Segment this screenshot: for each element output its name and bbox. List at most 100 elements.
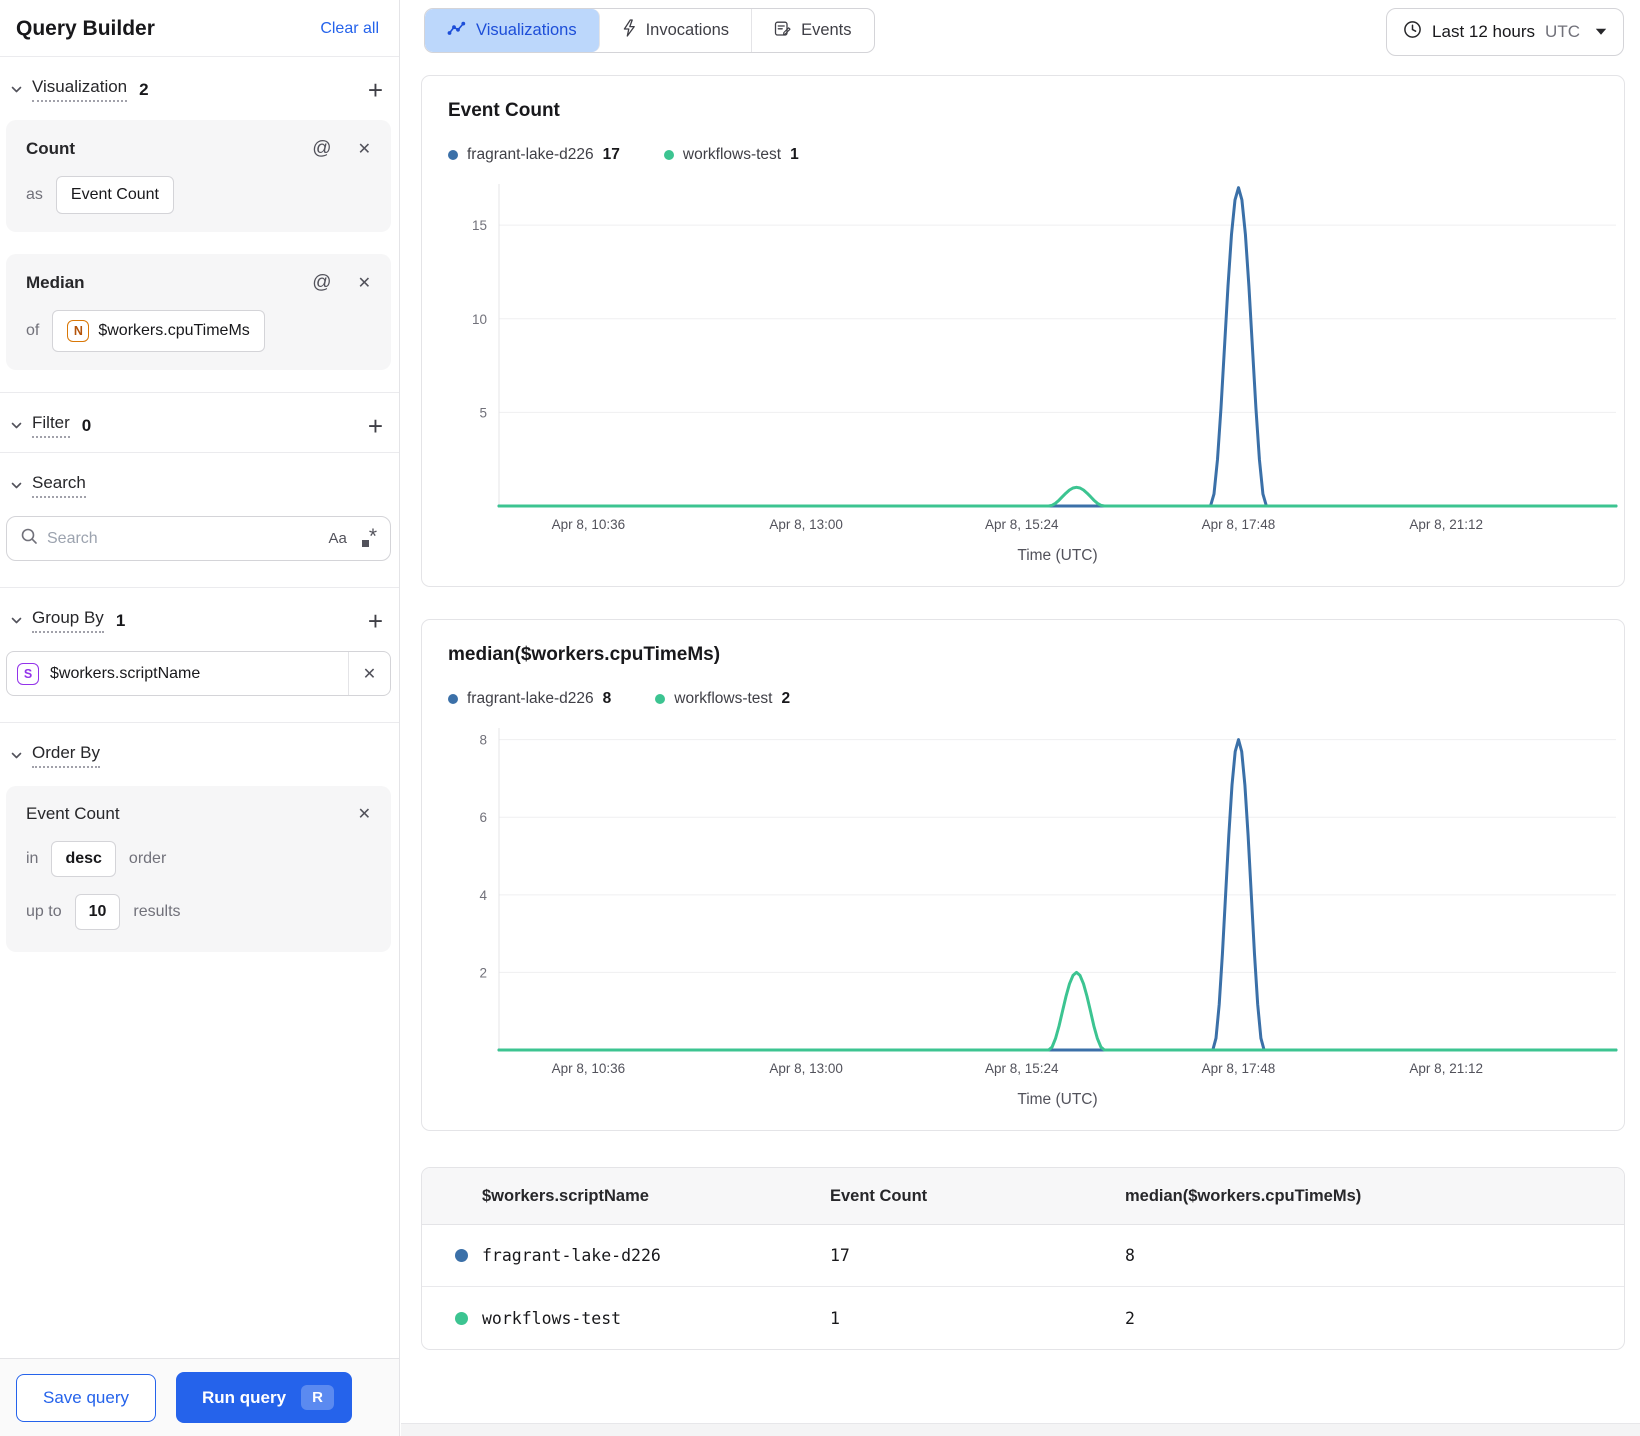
legend-item[interactable]: fragrant-lake-d226 8 bbox=[448, 690, 611, 708]
add-group-by-button[interactable]: + bbox=[367, 605, 383, 636]
time-zone-label: UTC bbox=[1545, 22, 1580, 41]
results-table: $workers.scriptName Event Count median($… bbox=[421, 1167, 1625, 1350]
query-builder-sidebar: Query Builder Clear all Visualization 2 … bbox=[0, 0, 400, 1436]
table-row[interactable]: fragrant-lake-d226 17 8 bbox=[422, 1225, 1624, 1287]
chevron-down-icon[interactable] bbox=[10, 749, 23, 762]
regex-toggle-icon[interactable]: * bbox=[361, 526, 377, 547]
chevron-down-icon[interactable] bbox=[10, 479, 23, 492]
svg-text:Apr 8, 15:24: Apr 8, 15:24 bbox=[985, 1061, 1059, 1076]
mention-icon[interactable]: @ bbox=[312, 138, 332, 159]
chevron-down-icon[interactable] bbox=[10, 83, 23, 96]
run-query-label: Run query bbox=[202, 1387, 287, 1407]
median-field-selector[interactable]: N $workers.cpuTimeMs bbox=[52, 310, 265, 352]
result-limit-input[interactable]: 10 bbox=[74, 894, 121, 930]
median-card-title: Median bbox=[26, 273, 85, 292]
as-label: as bbox=[26, 186, 43, 203]
event-note-icon bbox=[774, 20, 791, 42]
tab-invocations[interactable]: Invocations bbox=[600, 9, 753, 52]
divider bbox=[0, 722, 399, 723]
sort-direction-selector[interactable]: desc bbox=[51, 841, 116, 877]
svg-text:2: 2 bbox=[479, 965, 487, 980]
sidebar-footer: Save query Run query R bbox=[0, 1358, 399, 1436]
visualization-section-header: Visualization 2 + bbox=[0, 57, 399, 116]
run-query-button[interactable]: Run query R bbox=[176, 1372, 352, 1423]
visualization-section-label[interactable]: Visualization bbox=[32, 77, 128, 102]
event-count-cell: 17 bbox=[830, 1246, 850, 1265]
table-row[interactable]: workflows-test 1 2 bbox=[422, 1287, 1624, 1349]
legend-series-name: fragrant-lake-d226 bbox=[467, 690, 594, 707]
divider bbox=[0, 56, 399, 57]
group-by-section-header: Group By 1 + bbox=[0, 588, 399, 647]
results-label: results bbox=[133, 903, 181, 920]
view-tabs: Visualizations Invocations Events bbox=[424, 8, 875, 53]
search-section-label[interactable]: Search bbox=[32, 473, 86, 498]
column-header-event-count: Event Count bbox=[830, 1186, 928, 1205]
median-field-value: $workers.cpuTimeMs bbox=[98, 322, 250, 339]
remove-median-button close-icon[interactable]: ✕ bbox=[357, 275, 371, 292]
chart-title: median($workers.cpuTimeMs) bbox=[448, 644, 721, 665]
tab-label: Visualizations bbox=[476, 21, 577, 39]
event-count-line-chart[interactable]: 5 10 15 Apr 8, 10:36 Apr 8, 13:00 Apr 8, 15:2… bbox=[448, 176, 1628, 568]
clock-icon bbox=[1403, 20, 1422, 44]
svg-text:4: 4 bbox=[479, 888, 487, 903]
remove-count-button close-icon[interactable]: ✕ bbox=[357, 141, 371, 158]
series-color-dot bbox=[663, 150, 674, 160]
event-count-chart-card: Event Count fragrant-lake-d226 17 workfl… bbox=[421, 75, 1625, 587]
match-case-toggle[interactable]: Aa bbox=[328, 530, 347, 547]
mention-icon[interactable]: @ bbox=[312, 272, 332, 293]
page-bottom-band bbox=[401, 1423, 1640, 1436]
group-by-section-label[interactable]: Group By bbox=[32, 608, 104, 633]
chevron-down-icon[interactable] bbox=[10, 614, 23, 627]
chevron-down-icon bbox=[1595, 28, 1607, 36]
count-card-title: Count bbox=[26, 139, 76, 158]
legend-item[interactable]: workflows-test 1 bbox=[663, 146, 799, 164]
time-range-label: Last 12 hours bbox=[1432, 22, 1536, 41]
median-visualization-card: Median @ ✕ of N $workers.cpuTimeMs bbox=[6, 254, 391, 370]
order-by-field: Event Count bbox=[26, 804, 120, 823]
median-cpu-time-line-chart[interactable]: 2 4 6 8 Apr 8, 10:36 Apr 8, 13:00 Apr 8, 15:24… bbox=[448, 720, 1628, 1112]
chart-legend: fragrant-lake-d226 17 workflows-test 1 bbox=[448, 146, 1598, 164]
chevron-down-icon[interactable] bbox=[10, 419, 23, 432]
add-visualization-button[interactable]: + bbox=[367, 74, 383, 105]
tab-label: Invocations bbox=[645, 21, 730, 39]
order-by-section-label[interactable]: Order By bbox=[32, 743, 101, 768]
count-alias-input[interactable]: Event Count bbox=[55, 176, 174, 214]
script-name-cell: fragrant-lake-d226 bbox=[482, 1246, 661, 1265]
search-section-header: Search bbox=[0, 453, 399, 512]
legend-series-value: 17 bbox=[602, 146, 620, 163]
line-chart-icon bbox=[447, 21, 466, 41]
filter-section-label[interactable]: Filter bbox=[32, 413, 70, 438]
search-box: Aa * bbox=[6, 516, 391, 561]
time-range-picker[interactable]: Last 12 hours UTC bbox=[1386, 8, 1624, 56]
legend-item[interactable]: workflows-test 2 bbox=[655, 690, 790, 708]
tab-visualizations[interactable]: Visualizations bbox=[425, 9, 600, 52]
visualization-count: 2 bbox=[139, 79, 149, 99]
regex-square bbox=[361, 540, 369, 547]
series-color-dot bbox=[448, 694, 458, 704]
median-chart-card: median($workers.cpuTimeMs) fragrant-lake… bbox=[421, 619, 1625, 1131]
save-query-button[interactable]: Save query bbox=[16, 1373, 156, 1422]
tab-events[interactable]: Events bbox=[752, 9, 873, 52]
svg-text:15: 15 bbox=[472, 218, 487, 233]
search-input[interactable] bbox=[47, 529, 320, 548]
group-by-field-row[interactable]: S $workers.scriptName ✕ bbox=[6, 651, 391, 696]
svg-text:Apr 8, 10:36: Apr 8, 10:36 bbox=[552, 517, 626, 532]
order-by-card: Event Count ✕ in desc order up to 10 res… bbox=[6, 786, 391, 952]
number-type-icon: N bbox=[67, 320, 90, 342]
add-filter-button[interactable]: + bbox=[367, 410, 383, 441]
legend-item[interactable]: fragrant-lake-d226 17 bbox=[448, 146, 620, 164]
median-cell: 8 bbox=[1125, 1246, 1135, 1265]
remove-order-by-button close-icon[interactable]: ✕ bbox=[357, 806, 371, 823]
remove-group-by-button close-icon[interactable]: ✕ bbox=[348, 652, 390, 695]
group-by-field-value: $workers.scriptName bbox=[50, 664, 201, 682]
svg-text:Apr 8, 10:36: Apr 8, 10:36 bbox=[552, 1061, 626, 1076]
series-color-dot bbox=[655, 694, 666, 704]
of-label: of bbox=[26, 322, 40, 339]
svg-text:6: 6 bbox=[479, 810, 487, 825]
svg-text:Apr 8, 17:48: Apr 8, 17:48 bbox=[1202, 1061, 1276, 1076]
order-label: order bbox=[128, 850, 167, 867]
clear-all-button[interactable]: Clear all bbox=[320, 20, 379, 37]
svg-text:8: 8 bbox=[479, 733, 487, 748]
svg-text:Apr 8, 15:24: Apr 8, 15:24 bbox=[985, 517, 1059, 532]
svg-text:Time (UTC): Time (UTC) bbox=[1017, 1091, 1097, 1108]
